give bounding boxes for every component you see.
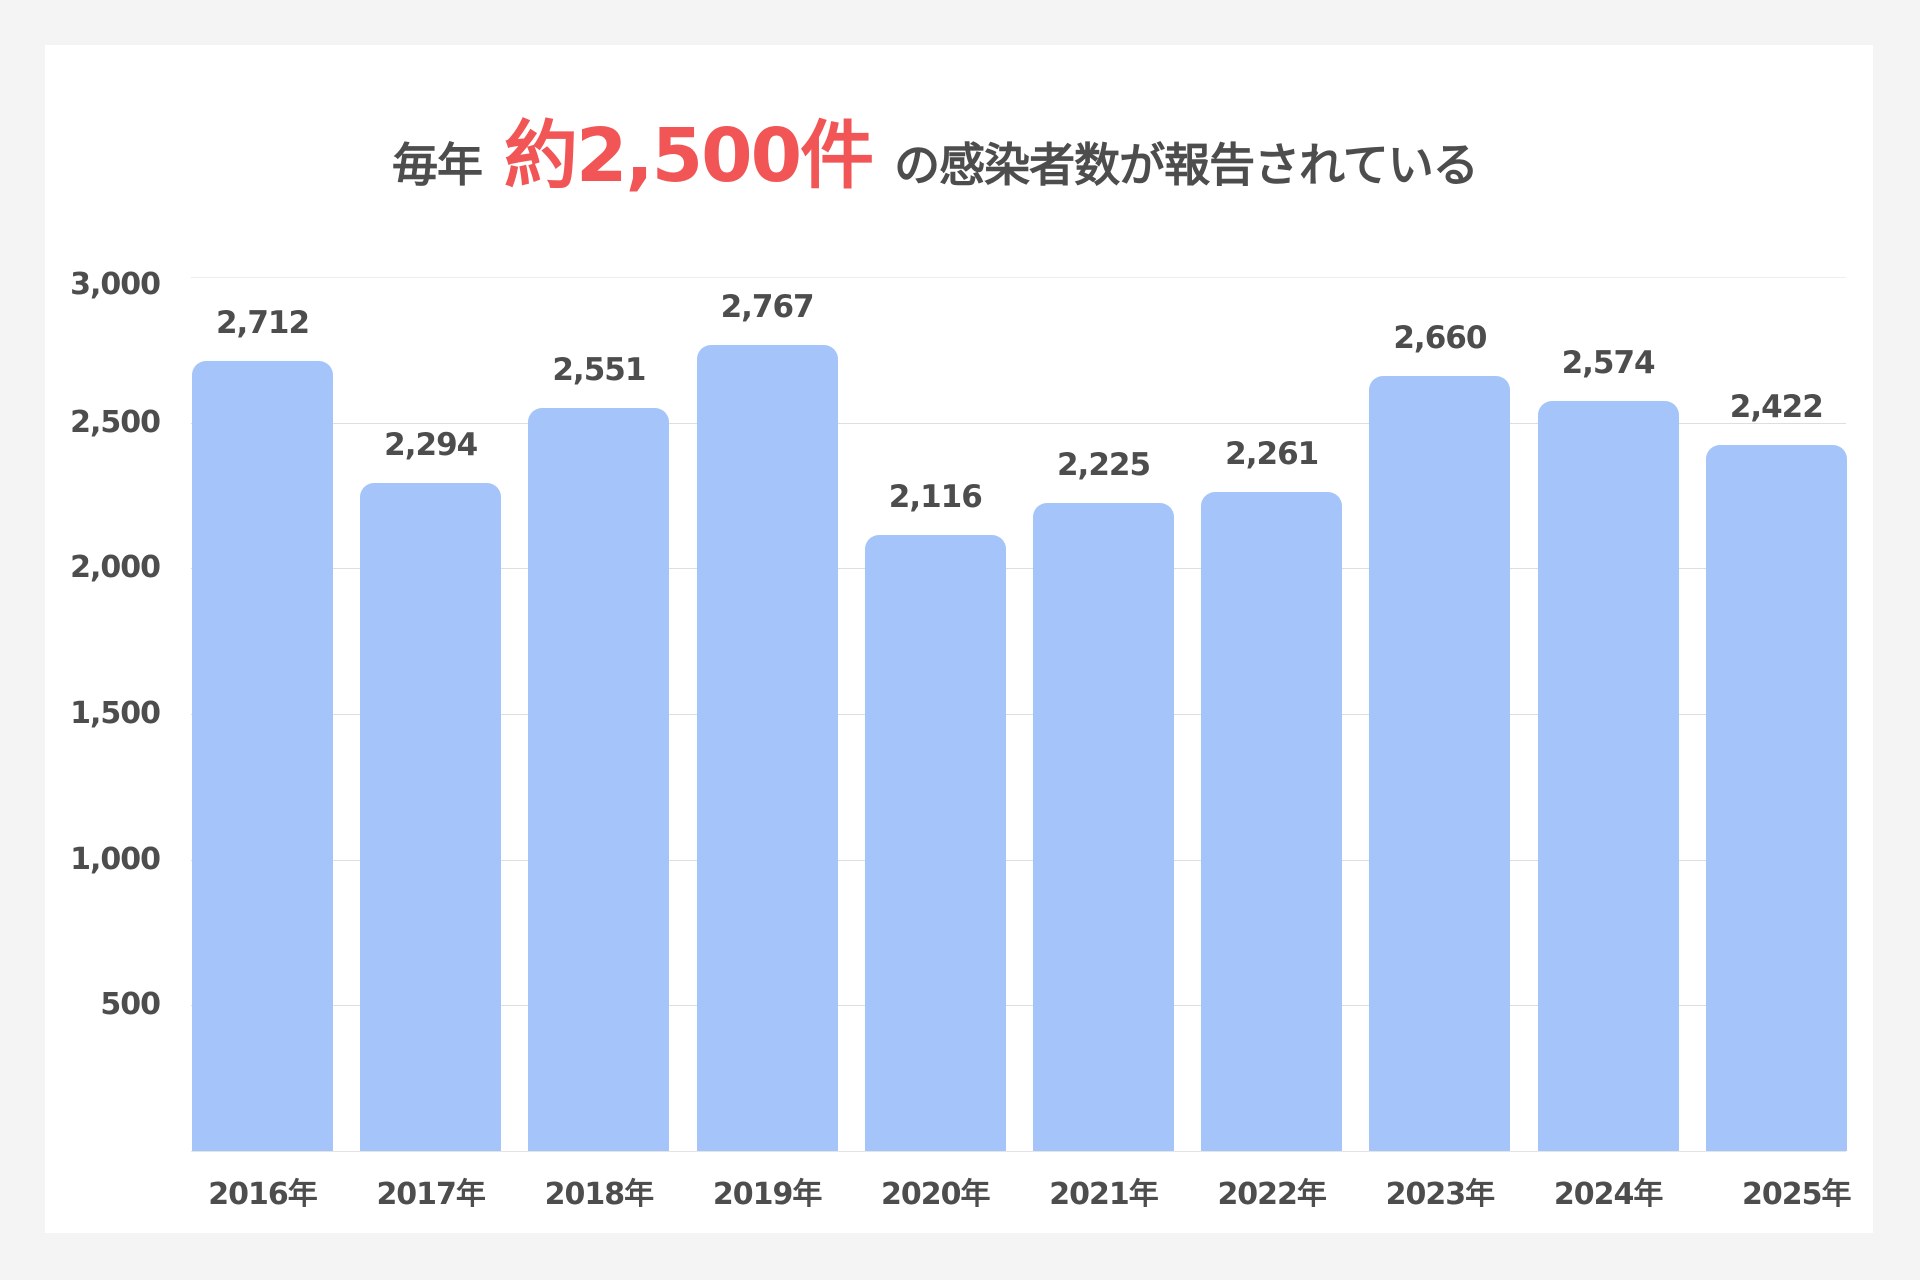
- bar-2019: [696, 344, 838, 1151]
- bar-2020: [864, 534, 1006, 1151]
- bar-value-label: 2,261: [1225, 436, 1319, 473]
- bar-2022: [1201, 492, 1343, 1151]
- bar-value-label: 2,712: [215, 304, 310, 341]
- x-axis-category-label: 2020年: [881, 1177, 991, 1212]
- bar-2018: [528, 407, 670, 1151]
- title-highlight-count: 約2,500件: [504, 113, 874, 199]
- bar-value-label: 2,225: [1056, 446, 1151, 483]
- bar-2016: [192, 360, 333, 1151]
- bar-2025: [1705, 445, 1847, 1151]
- y-axis-tick-label: 1,000: [70, 841, 161, 877]
- x-axis-category-label: 2016年: [208, 1177, 318, 1212]
- x-axis-category-label: 2023年: [1385, 1177, 1496, 1212]
- gridline-500: [191, 1005, 1846, 1007]
- bar-2017: [360, 482, 502, 1151]
- bar-value-label: 2,574: [1561, 345, 1656, 382]
- bar-2021: [1033, 502, 1174, 1151]
- bar-value-label: 2,116: [888, 478, 983, 515]
- bar-value-label: 2,551: [552, 351, 646, 388]
- x-axis-category-label: 2021年: [1049, 1177, 1159, 1212]
- x-axis-category-label: 2022年: [1217, 1177, 1327, 1212]
- x-axis-baseline: [191, 1151, 1846, 1152]
- gridline-2500: [191, 422, 1846, 424]
- title-prefix: 毎年: [392, 138, 483, 192]
- y-axis-tick-label: 1,500: [70, 696, 161, 731]
- gridline-2000: [191, 568, 1846, 570]
- y-axis-tick-label: 2,500: [70, 404, 161, 440]
- chart-title: 毎年 約2,500件 の感染者数が報告されている: [392, 96, 1479, 206]
- bar-value-label: 2,767: [720, 288, 815, 325]
- bar-value-label: 2,660: [1393, 320, 1487, 357]
- gridline-1500: [191, 714, 1846, 715]
- title-suffix: の感染者数が報告されている: [894, 138, 1479, 192]
- gridline-3000: [191, 277, 1846, 278]
- gridline-1000: [191, 859, 1846, 861]
- y-axis-tick-label: 3,000: [70, 267, 161, 302]
- x-axis-category-label: 2019年: [712, 1177, 823, 1212]
- y-axis-tick-label: 500: [100, 987, 161, 1023]
- bar-value-label: 2,422: [1729, 389, 1824, 426]
- bar-2023: [1369, 376, 1511, 1151]
- y-axis-tick-label: 2,000: [70, 550, 161, 586]
- bar-value-label: 2,294: [384, 426, 478, 463]
- x-axis-category-label: 2025年: [1742, 1177, 1852, 1212]
- x-axis-category-label: 2024年: [1553, 1177, 1664, 1212]
- bar-2024: [1537, 401, 1679, 1151]
- x-axis-category-label: 2018年: [544, 1177, 655, 1212]
- x-axis-category-label: 2017年: [376, 1177, 486, 1212]
